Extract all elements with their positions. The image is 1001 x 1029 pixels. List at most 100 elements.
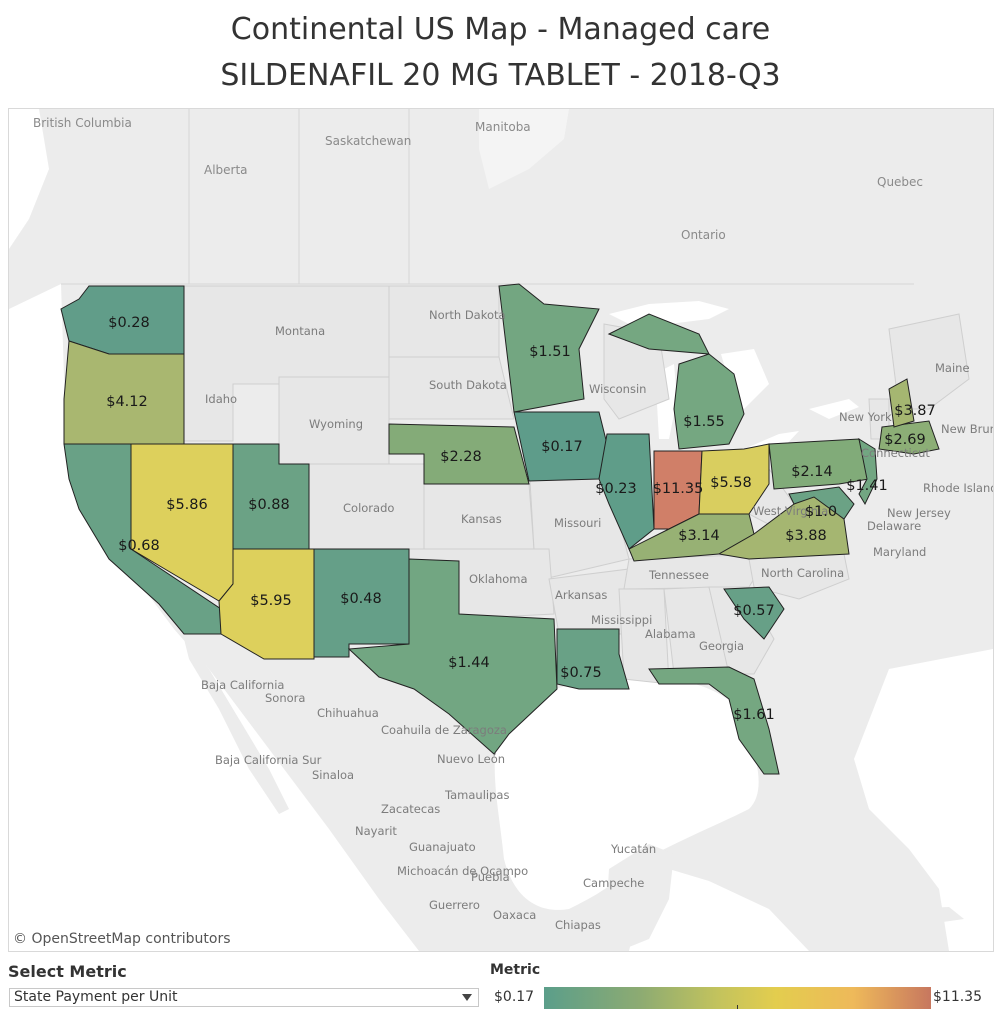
value-minnesota: $1.51 [529,344,571,360]
label-baja-california-sur: Baja California Sur [215,753,322,767]
state-new-jersey[interactable] [858,437,878,506]
lake-ontario [809,399,859,419]
state-texas[interactable] [347,558,558,755]
value-utah: $0.88 [248,497,290,513]
label-new-jersey: New Jersey [887,506,951,520]
value-kentucky: $3.14 [678,528,720,544]
value-oregon: $4.12 [106,394,148,410]
label-montana: Montana [275,324,325,338]
metric-dropdown-value: State Payment per Unit [14,989,178,1005]
label-connecticut: Connecticut [861,446,930,460]
legend-color-ramp [544,987,931,1009]
label-tamaulipas: Tamaulipas [444,788,509,802]
state-minnesota[interactable] [498,283,600,413]
label-british-columbia-1: British Columbia [33,116,132,130]
background-labels: British Columbia Alberta Saskatchewan Ma… [33,116,993,932]
value-new-jersey: $1.41 [846,478,888,494]
value-south-carolina: $0.57 [733,603,775,619]
gulf-of-mexico [494,674,759,910]
pacific-north [9,109,49,249]
map-canvas[interactable]: British Columbia Alberta Saskatchewan Ma… [9,109,993,951]
georgia-area [708,586,775,675]
label-west-virginia: West Virginia [753,504,828,518]
map-view[interactable]: British Columbia Alberta Saskatchewan Ma… [8,108,994,952]
state-michigan[interactable] [607,313,745,450]
label-nayarit: Nayarit [355,824,397,838]
state-kentucky[interactable] [628,513,755,562]
map-title-line1: Continental US Map - Managed care [230,12,771,47]
value-maryland: $1.0 [805,504,837,520]
label-chiapas: Chiapas [555,918,601,932]
legend-min-label: $0.17 [494,989,535,1005]
label-arkansas: Arkansas [555,588,607,602]
label-wisconsin: Wisconsin [589,382,646,396]
value-california: $0.68 [118,538,160,554]
value-pennsylvania: $2.14 [791,464,833,480]
value-arizona: $5.95 [250,593,292,609]
label-idaho: Idaho [205,392,237,406]
label-north-carolina: North Carolina [761,566,844,580]
map-attribution[interactable]: © OpenStreetMap contributors [13,931,231,947]
state-new-hampshire[interactable] [888,378,915,428]
label-alberta: Alberta [204,163,248,177]
tennessee-area [623,553,770,590]
label-chihuahua: Chihuahua [317,706,379,720]
atlantic-ocean [854,649,993,951]
cuba [749,879,869,909]
label-new-brunswick: New Brunswick [941,422,993,436]
label-north-dakota: North Dakota [429,308,506,322]
baja-peninsula [184,639,289,814]
value-washington: $0.28 [108,315,150,331]
label-georgia: Georgia [699,639,744,653]
state-pennsylvania[interactable] [768,438,870,490]
label-sinaloa: Sinaloa [312,768,354,782]
value-new-mexico: $0.48 [340,591,382,607]
value-nebraska: $2.28 [440,449,482,465]
label-oklahoma: Oklahoma [469,572,528,586]
label-baja-california: Baja California [201,678,284,692]
label-guanajuato: Guanajuato [409,840,476,854]
label-tennessee: Tennessee [648,568,709,582]
value-ohio: $5.58 [710,475,752,491]
state-florida[interactable] [648,666,780,775]
label-maryland: Maryland [873,545,926,559]
label-alabama: Alabama [645,627,696,641]
state-new-york[interactable] [878,420,940,455]
label-oaxaca: Oaxaca [493,908,536,922]
state-oregon[interactable] [63,340,185,445]
legend-title: Metric [490,962,541,978]
value-iowa: $0.17 [541,439,583,455]
label-quebec: Quebec [877,175,923,189]
value-new-york: $2.69 [884,432,926,448]
state-south-carolina[interactable] [723,586,785,640]
lake-superior [609,301,729,324]
chevron-down-icon[interactable] [462,994,472,1001]
label-puebla: Puebla [471,870,510,884]
label-maine: Maine [935,361,970,375]
state-new-mexico[interactable] [313,548,410,658]
legend-tick [737,1005,738,1009]
state-louisiana[interactable] [556,628,630,690]
label-saskatchewan: Saskatchewan [325,134,411,148]
value-indiana: $11.35 [653,481,704,497]
label-manitoba: Manitoba [475,120,531,134]
state-nebraska[interactable] [388,423,530,485]
label-guerrero: Guerrero [429,898,480,912]
map-title-line2: SILDENAFIL 20 MG TABLET - 2018-Q3 [220,58,781,93]
label-south-dakota: South Dakota [429,378,507,392]
metric-dropdown[interactable]: State Payment per Unit [9,988,479,1007]
label-nuevo-leon: Nuevo León [437,752,505,766]
hudson-area [479,109,569,189]
pacific-ocean [9,284,419,951]
label-colorado: Colorado [343,501,394,515]
state-maryland[interactable] [788,486,855,520]
value-texas: $1.44 [448,655,490,671]
value-michigan: $1.55 [683,414,725,430]
label-new-york: New York [839,410,892,424]
state-value-labels: $0.28 $4.12 $0.68 $5.86 $0.88 $5.95 $0.4… [106,315,936,723]
value-louisiana: $0.75 [560,665,602,681]
label-ontario: Ontario [681,228,726,242]
label-wyoming: Wyoming [309,417,363,431]
label-campeche: Campeche [583,876,644,890]
value-florida: $1.61 [733,707,775,723]
